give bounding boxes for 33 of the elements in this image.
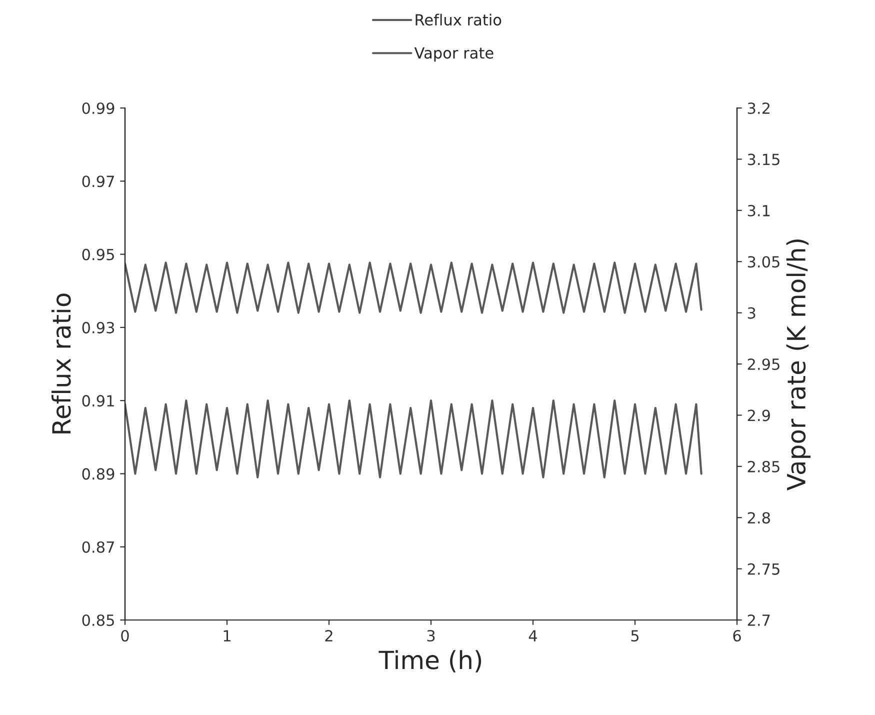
x-axis-title: Time (h)	[378, 650, 482, 672]
y2-axis-title: Vapor rate (K mol/h)	[786, 239, 810, 490]
y2-tick-label: 2.9	[748, 410, 770, 422]
line-series	[125, 400, 702, 478]
y-tick-label: 0.89	[82, 468, 114, 480]
y2-tick-label: 3.05	[748, 256, 780, 268]
y-tick-label: 0.87	[82, 541, 114, 553]
y2-tick-label: 2.75	[748, 563, 780, 575]
line-series	[125, 262, 702, 314]
y2-tick-label: 2.8	[748, 512, 770, 524]
y-tick-label: 0.93	[82, 322, 114, 334]
y2-tick-label: 3.1	[748, 204, 770, 216]
x-tick-label: 3	[427, 630, 435, 642]
y-tick-label: 0.95	[82, 248, 114, 260]
y2-tick-label: 2.7	[748, 614, 770, 626]
y-tick-label: 0.91	[82, 395, 114, 407]
x-tick-label: 1	[224, 630, 230, 642]
legend-label: Reflux ratio	[416, 14, 502, 26]
y-tick-label: 0.85	[82, 614, 114, 626]
x-tick-label: 2	[325, 630, 332, 642]
y-tick-label: 0.97	[82, 176, 114, 188]
y-tick-label: 0.99	[82, 102, 114, 114]
x-tick-label: 4	[528, 630, 538, 642]
y2-tick-label: 3	[748, 307, 756, 319]
legend-label: Vapor rate	[414, 47, 494, 62]
y-axis-title: Reflux ratio	[52, 294, 71, 434]
y2-tick-label: 3.15	[748, 154, 780, 166]
y2-tick-label: 2.85	[748, 460, 780, 472]
y2-tick-label: 3.2	[748, 102, 770, 114]
x-tick-label: 0	[121, 630, 129, 642]
x-tick-label: 6	[733, 630, 741, 642]
x-tick-label: 5	[631, 630, 639, 642]
y2-tick-label: 2.95	[748, 358, 780, 370]
